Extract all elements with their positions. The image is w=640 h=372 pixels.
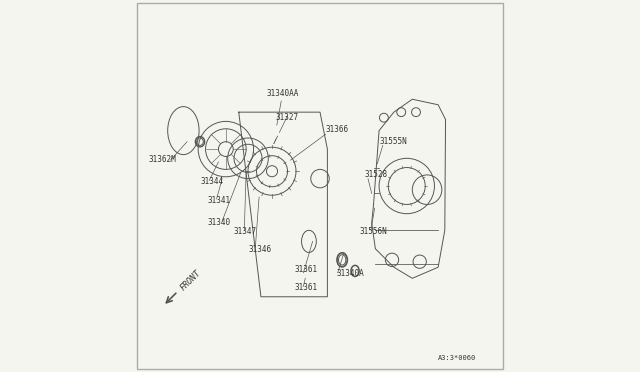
Text: 31361: 31361: [294, 283, 317, 292]
Text: 31361: 31361: [294, 264, 317, 274]
Text: 31340AA: 31340AA: [266, 89, 299, 97]
Text: 31366: 31366: [326, 125, 349, 134]
Text: 31555N: 31555N: [379, 137, 407, 145]
Text: 31362M: 31362M: [148, 155, 176, 164]
Text: 31340A: 31340A: [337, 269, 364, 279]
Text: 31347: 31347: [233, 227, 257, 236]
Text: 31327: 31327: [276, 113, 299, 122]
Text: A3:3*0060: A3:3*0060: [438, 355, 476, 360]
Text: 31528: 31528: [364, 170, 387, 179]
Text: 31344: 31344: [200, 177, 223, 186]
Text: 31346: 31346: [248, 246, 271, 254]
Text: 31556N: 31556N: [360, 227, 388, 236]
Text: FRONT: FRONT: [179, 268, 203, 292]
Text: 31341: 31341: [207, 196, 230, 205]
Text: 31340: 31340: [207, 218, 230, 227]
